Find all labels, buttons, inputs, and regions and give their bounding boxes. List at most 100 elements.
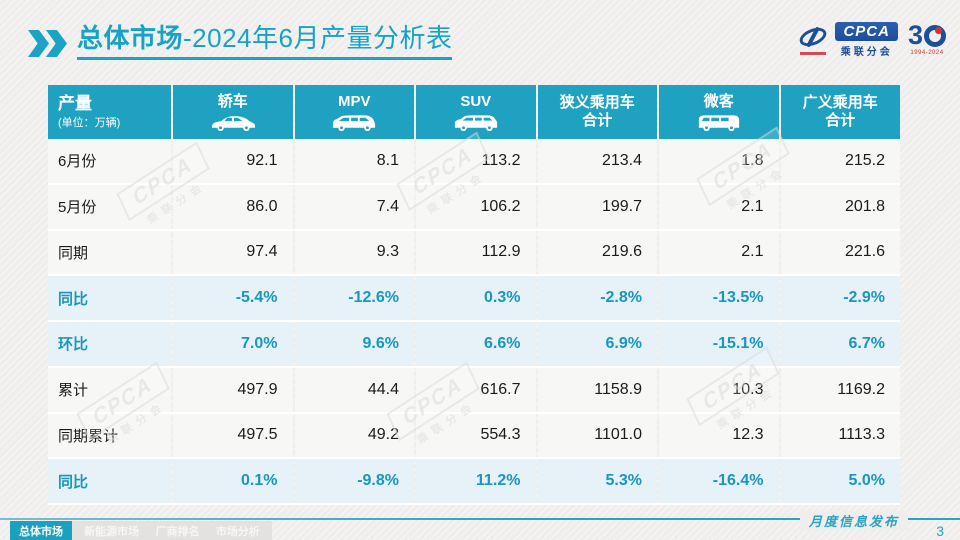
tab-overall-market[interactable]: 总体市场	[10, 521, 72, 540]
production-table: 产量 (单位：万辆) 轿车 MPV SUV 狭义乘用车 合计 微客 广义乘用车 合计 6月份 9…	[48, 85, 900, 505]
anniversary-digit: 3	[907, 20, 923, 50]
column-label: 微客	[703, 92, 734, 110]
tab-market-analysis[interactable]: 市场分析	[215, 525, 260, 538]
cpca-swoosh-icon	[797, 24, 831, 55]
table-cell: 0.3%	[416, 276, 536, 320]
table-row: 环比 7.0% 9.6% 6.6% 6.9% -15.1% 6.7%	[48, 322, 900, 368]
column-label-line2: 合计	[582, 112, 613, 129]
table-cell: 44.4	[294, 367, 414, 412]
table-cell: 6.6%	[416, 322, 536, 366]
footer-divider	[0, 518, 960, 520]
cpca-logo-subtext: 乘联分会	[840, 47, 893, 58]
table-header-col-1: 轿车	[173, 85, 293, 139]
table-cell: 106.2	[416, 184, 536, 229]
table-cell: 221.6	[780, 230, 900, 275]
column-label-line2: 合计	[825, 112, 856, 129]
tab-oem-ranking[interactable]: 厂商排名	[155, 525, 200, 538]
table-cell: -13.5%	[659, 276, 779, 320]
table-cell: -9.8%	[294, 459, 414, 503]
table-cell: 5.3%	[537, 459, 657, 503]
table-cell: 9.3	[294, 230, 414, 275]
table-header-unit: (单位：万辆)	[58, 117, 121, 130]
footer-tab-bar: 总体市场 新能源市场 厂商排名 市场分析	[10, 521, 272, 540]
table-row: 5月份 86.0 7.4 106.2 199.7 2.1 201.8	[48, 184, 900, 231]
table-cell: 1113.3	[780, 413, 900, 458]
table-cell: 215.2	[780, 139, 900, 183]
tab-nev-market[interactable]: 新能源市场	[84, 525, 140, 538]
table-cell: 554.3	[416, 413, 536, 458]
cpca-logo-text: CPCA	[835, 22, 898, 41]
table-header-col-6: 广义乘用车 合计	[780, 85, 900, 139]
column-label: 广义乘用车	[802, 94, 878, 111]
table-cell: 497.5	[173, 413, 293, 458]
suv-icon	[453, 112, 499, 132]
table-cell: 6.7%	[780, 322, 900, 366]
table-cell: -16.4%	[659, 459, 779, 503]
anniversary-30-logo: 3 1994-2024	[908, 22, 946, 56]
page-title: 总体市场-2024年6月产量分析表	[77, 23, 453, 60]
table-cell: 213.4	[537, 139, 657, 183]
row-label: 同比	[48, 276, 171, 320]
table-row: 同期累计 497.5 49.2 554.3 1101.0 12.3 1113.3	[48, 413, 900, 460]
row-label: 同期累计	[48, 413, 171, 458]
table-cell: 12.3	[659, 413, 779, 458]
table-cell: 2.1	[659, 184, 779, 229]
table-header-col-2: MPV	[294, 85, 414, 139]
table-cell: 1169.2	[780, 367, 900, 412]
table-cell: 11.2%	[416, 459, 536, 503]
table-cell: 1.8	[659, 139, 779, 183]
column-label: 狭义乘用车	[559, 94, 635, 111]
page-title-section: 总体市场	[77, 23, 184, 53]
table-cell: 6.9%	[537, 322, 657, 366]
table-cell: 1158.9	[537, 367, 657, 412]
table-cell: 97.4	[173, 230, 293, 275]
table-header-col-5: 微客	[659, 85, 779, 139]
table-cell: -15.1%	[659, 322, 779, 366]
table-cell: 2.1	[659, 230, 779, 275]
table-cell: 9.6%	[294, 322, 414, 366]
table-cell: 199.7	[537, 184, 657, 229]
table-cell: 616.7	[416, 367, 536, 412]
table-cell: 1101.0	[537, 413, 657, 458]
table-cell: 5.0%	[780, 459, 900, 503]
table-row: 同期 97.4 9.3 112.9 219.6 2.1 221.6	[48, 230, 900, 277]
double-chevron-icon	[28, 30, 67, 57]
table-cell: 86.0	[173, 184, 293, 229]
publication-label: 月度信息发布	[799, 511, 908, 530]
van-icon	[696, 112, 742, 132]
table-cell: -5.4%	[173, 276, 293, 320]
anniversary-years: 1994-2024	[910, 50, 944, 56]
column-label: MPV	[337, 92, 371, 110]
sedan-icon	[210, 112, 256, 132]
slide-header: 总体市场-2024年6月产量分析表	[28, 23, 453, 60]
table-body: 6月份 92.1 8.1 113.2 213.4 1.8 215.2 5月份 86.0 7.4 10…	[48, 139, 900, 505]
mpv-icon	[331, 112, 377, 132]
table-cell: 113.2	[416, 139, 536, 183]
column-label: 轿车	[217, 92, 248, 110]
table-cell: 49.2	[294, 413, 414, 458]
table-cell: -12.6%	[294, 276, 414, 320]
table-cell: -2.8%	[537, 276, 657, 320]
row-label: 同比	[48, 459, 171, 503]
table-cell: 497.9	[173, 367, 293, 412]
row-label: 5月份	[48, 184, 171, 229]
table-cell: 219.6	[537, 230, 657, 275]
table-cell: 0.1%	[173, 459, 293, 503]
table-cell: 7.0%	[173, 322, 293, 366]
table-header-production-label: 产量	[58, 93, 92, 113]
table-cell: 112.9	[416, 230, 536, 275]
table-row: 同比 0.1% -9.8% 11.2% 5.3% -16.4% 5.0%	[48, 459, 900, 505]
table-header-col-4: 狭义乘用车 合计	[537, 85, 657, 139]
table-cell: 92.1	[173, 139, 293, 183]
table-header-row: 产量 (单位：万辆) 轿车 MPV SUV 狭义乘用车 合计 微客 广义乘用车 合计	[48, 85, 900, 139]
cpca-logo: CPCA 乘联分会	[797, 22, 898, 58]
table-cell: 201.8	[780, 184, 900, 229]
row-label: 同期	[48, 230, 171, 275]
table-cell: 8.1	[294, 139, 414, 183]
anniversary-ring-icon	[924, 24, 946, 47]
row-label: 6月份	[48, 139, 171, 183]
table-row: 累计 497.9 44.4 616.7 1158.9 10.3 1169.2	[48, 367, 900, 414]
page-number: 3	[936, 523, 944, 539]
table-cell: -2.9%	[780, 276, 900, 320]
table-header-col-3: SUV	[416, 85, 536, 139]
